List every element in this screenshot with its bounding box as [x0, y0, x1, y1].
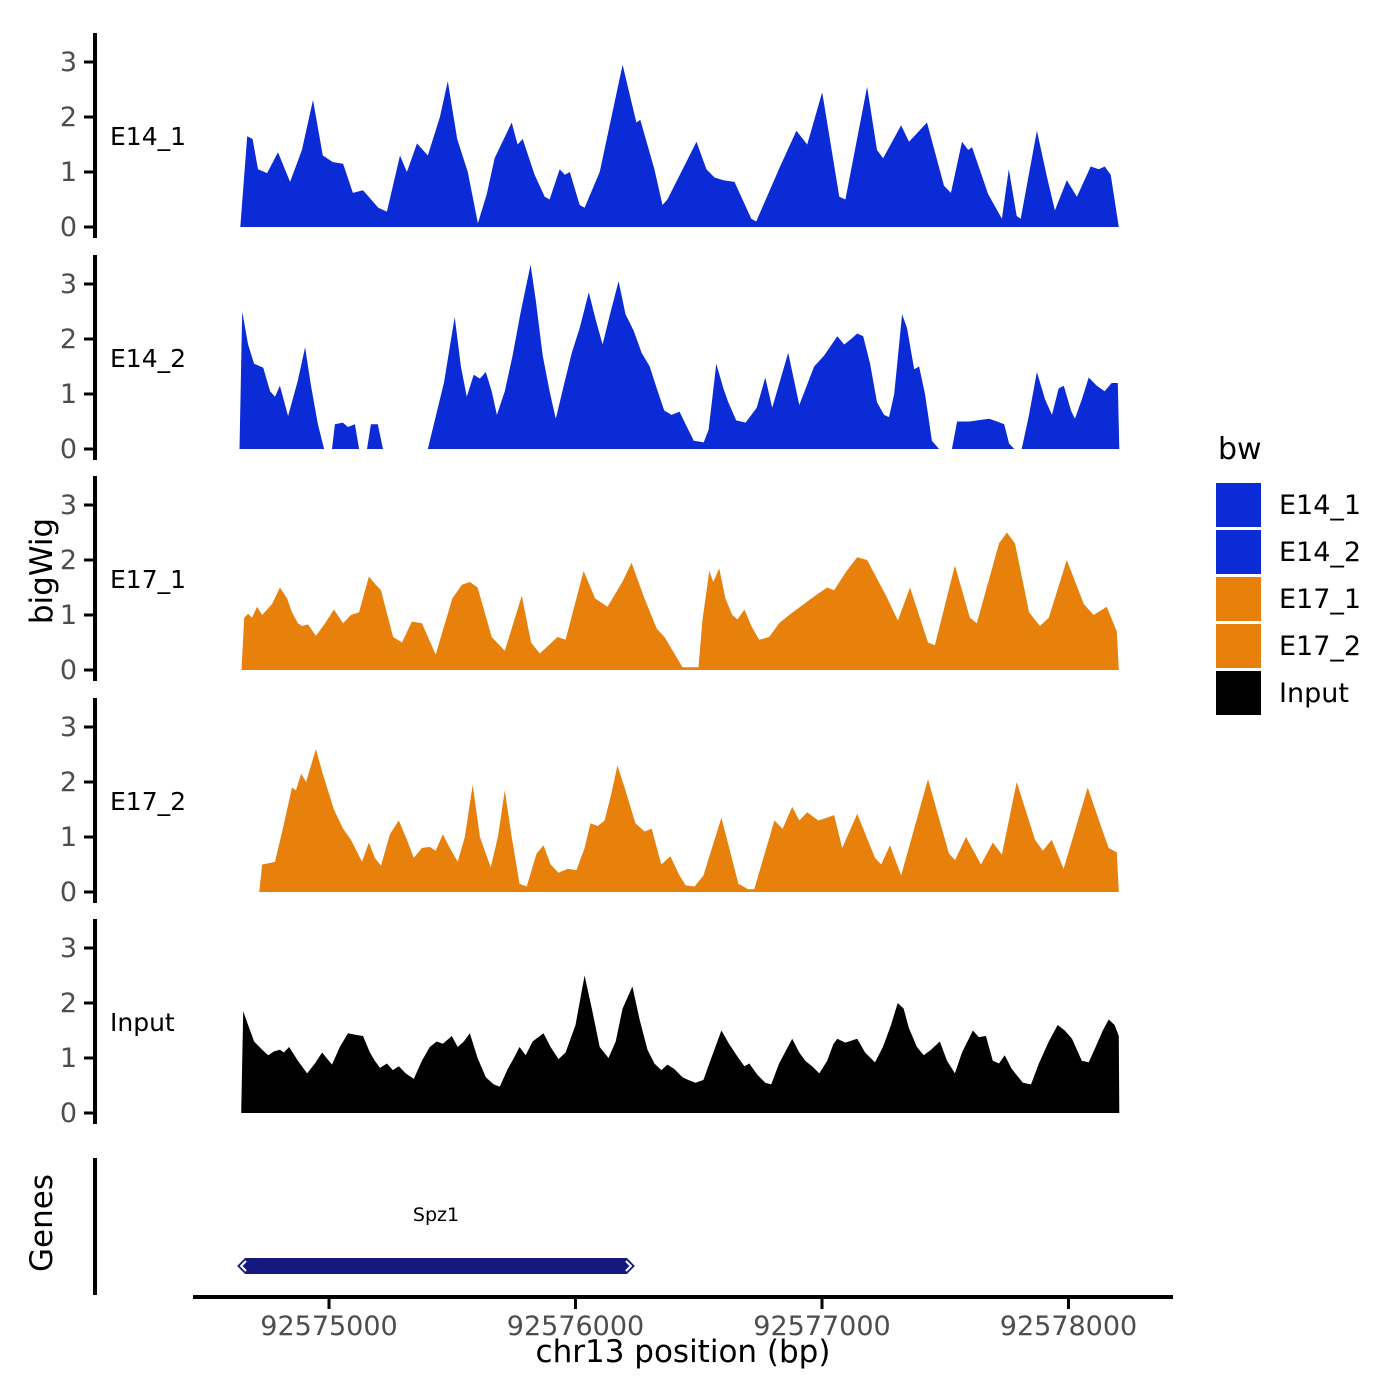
legend-swatch-e14-1: [1216, 483, 1261, 527]
legend-entry: Input: [1216, 671, 1400, 715]
y-tick-label: 1: [60, 600, 77, 631]
y-tick-label: 3: [60, 933, 77, 964]
legend-entry: E17_2: [1216, 624, 1400, 668]
y-tick-label: 1: [60, 1043, 77, 1074]
y-tick-label: 3: [60, 712, 77, 743]
track-label-e14-1: E14_1: [110, 122, 187, 151]
legend-swatch-e14-2: [1216, 530, 1261, 574]
gene-strand-arrow-icon: [625, 1260, 633, 1272]
legend-swatch-e17-2: [1216, 624, 1261, 668]
gene-body-Spz1: [237, 1258, 635, 1274]
x-tick-label: 92577000: [753, 1311, 890, 1342]
x-tick-label: 92578000: [1000, 1311, 1137, 1342]
legend-swatch-e17-1: [1216, 577, 1261, 621]
area-E17_2: [259, 749, 1119, 892]
gene-name-label: Spz1: [412, 1204, 460, 1226]
y-tick-label: 0: [60, 434, 77, 465]
legend-entry: E17_1: [1216, 577, 1400, 621]
area-E14_1: [240, 64, 1119, 227]
y-tick-label: 0: [60, 1098, 77, 1129]
y-tick-label: 2: [60, 324, 77, 355]
area-E14_2: [239, 264, 1120, 449]
track-label-e17-1: E17_1: [110, 565, 187, 594]
x-tick-label: 92576000: [507, 1311, 644, 1342]
gene-strand-arrow-icon: [239, 1260, 247, 1272]
y-tick-label: 2: [60, 767, 77, 798]
legend-label: E14_1: [1279, 489, 1362, 521]
area-E17_1: [241, 532, 1119, 670]
legend: bw E14_1 E14_2 E17_1 E17_2 Input: [1216, 432, 1400, 718]
track-label-e14-2: E14_2: [110, 344, 187, 373]
legend-label: E14_2: [1279, 536, 1362, 568]
legend-entry: E14_2: [1216, 530, 1400, 574]
y-axis-title: bigWig: [24, 517, 60, 625]
area-Input: [241, 975, 1120, 1113]
track-label-input: Input: [110, 1008, 175, 1037]
y-tick-label: 0: [60, 655, 77, 686]
y-tick-label: 1: [60, 822, 77, 853]
y-tick-label: 2: [60, 545, 77, 576]
x-axis-title: chr13 position (bp): [535, 1334, 831, 1370]
y-tick-label: 2: [60, 988, 77, 1019]
y-tick-label: 3: [60, 269, 77, 300]
y-tick-label: 2: [60, 102, 77, 133]
y-tick-label: 1: [60, 379, 77, 410]
legend-label: Input: [1279, 677, 1349, 709]
y-tick-label: 3: [60, 490, 77, 521]
legend-title: bw: [1218, 432, 1262, 467]
legend-label: E17_1: [1279, 583, 1362, 615]
y-tick-label: 3: [60, 47, 77, 78]
genes-panel-title: Genes: [24, 1174, 60, 1272]
legend-label: E17_2: [1279, 630, 1362, 662]
y-tick-label: 0: [60, 212, 77, 243]
track-label-e17-2: E17_2: [110, 787, 187, 816]
y-tick-label: 1: [60, 157, 77, 188]
y-tick-label: 0: [60, 877, 77, 908]
legend-entry: E14_1: [1216, 483, 1400, 527]
legend-swatch-input: [1216, 671, 1261, 715]
x-tick-label: 92575000: [260, 1311, 397, 1342]
